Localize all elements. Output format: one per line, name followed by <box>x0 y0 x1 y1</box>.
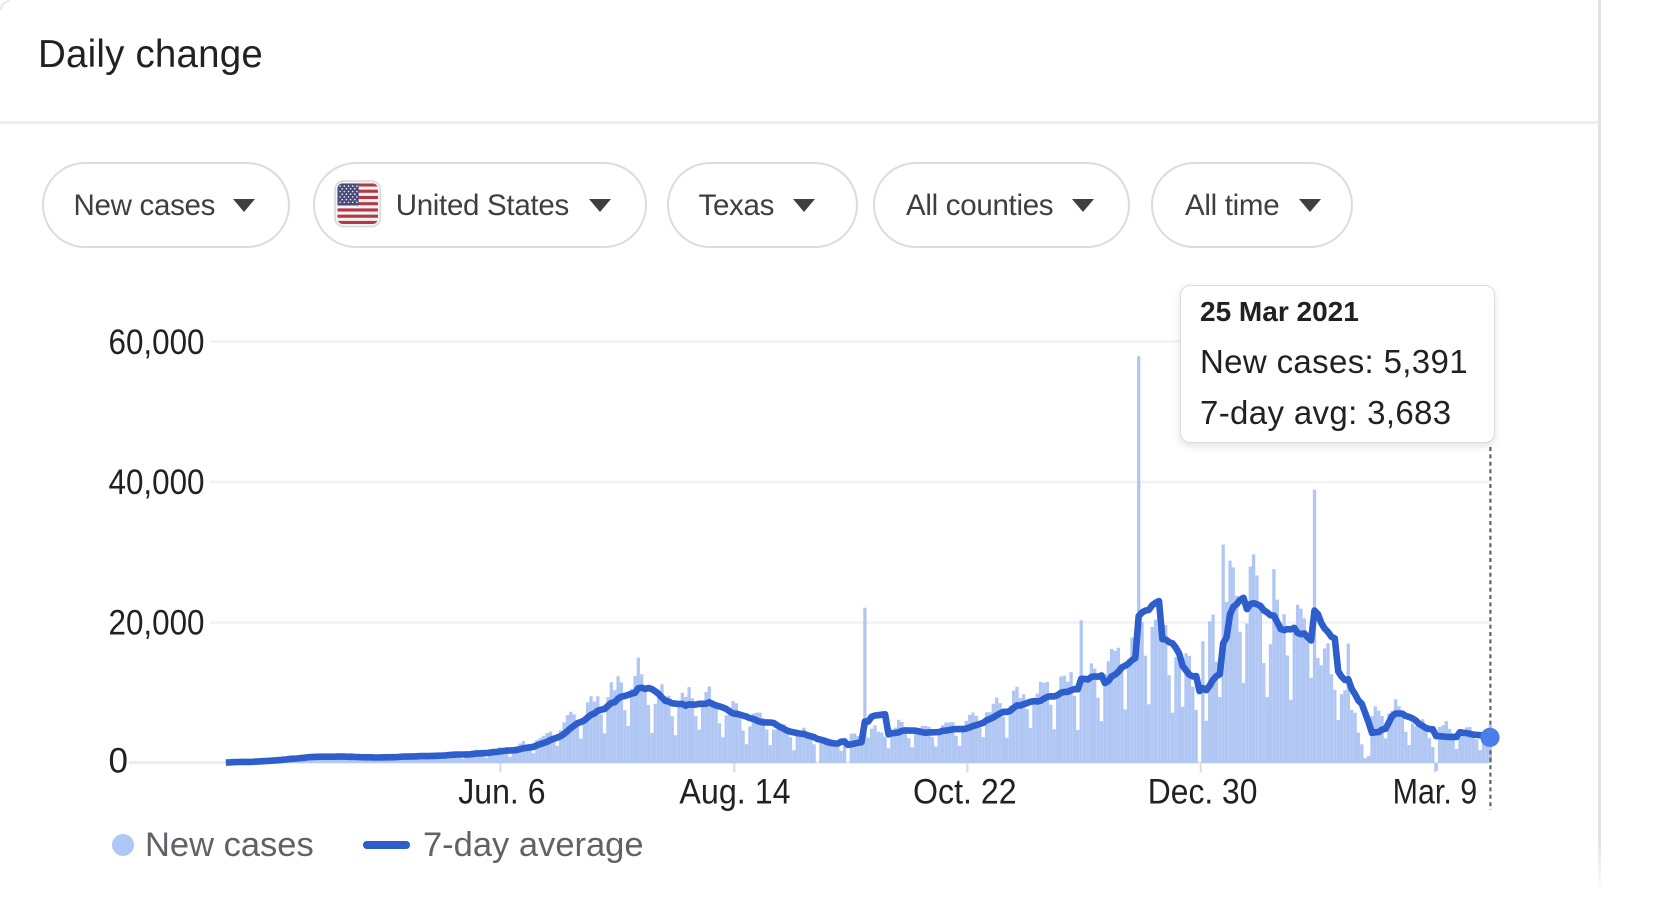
svg-text:Jun. 6: Jun. 6 <box>458 773 545 812</box>
svg-text:40,000: 40,000 <box>109 463 205 502</box>
svg-text:Mar. 9: Mar. 9 <box>1393 773 1478 812</box>
svg-text:0: 0 <box>109 742 128 781</box>
svg-text:20,000: 20,000 <box>109 603 205 642</box>
svg-text:Oct. 22: Oct. 22 <box>913 773 1017 812</box>
svg-text:Dec. 30: Dec. 30 <box>1148 773 1258 812</box>
svg-text:Aug. 14: Aug. 14 <box>679 773 790 812</box>
svg-text:60,000: 60,000 <box>109 323 205 362</box>
